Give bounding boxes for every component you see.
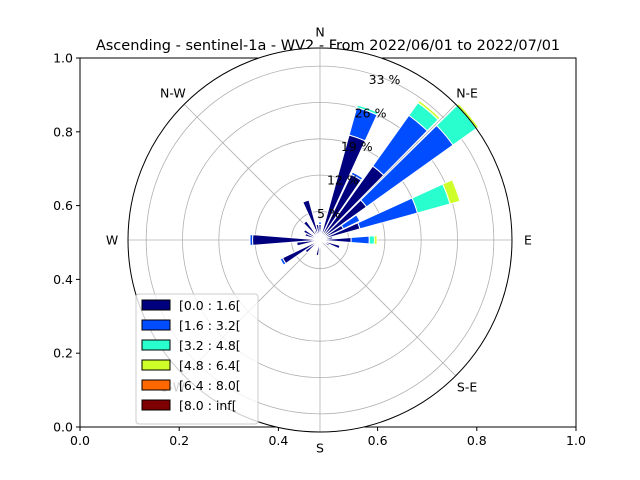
y-tick-label: 0.4 [53, 272, 73, 287]
chart-title: Ascending - sentinel-1a - WV2 - From 202… [96, 38, 560, 54]
bars [249, 99, 480, 266]
radial-tick-label: 26 % [355, 105, 387, 120]
bar-segment [317, 220, 323, 223]
x-tick-label: 0.0 [70, 433, 90, 448]
radial-tick-labels: 5 % 12 % 19 % 26 % 33 % [317, 72, 401, 221]
y-axis: 0.0 0.2 0.4 0.6 0.8 1.0 [53, 51, 80, 435]
y-tick-label: 0.2 [53, 346, 73, 361]
x-tick-label: 0.8 [467, 433, 487, 448]
legend-swatch [141, 399, 171, 411]
legend-swatch [141, 359, 171, 371]
bar-segment [373, 234, 378, 246]
legend-label: [4.8 : 6.4[ [179, 358, 241, 373]
legend-swatch [141, 299, 171, 311]
x-tick-label: 0.4 [268, 433, 288, 448]
direction-label: N [315, 25, 324, 40]
y-tick-label: 0.6 [53, 198, 73, 213]
y-tick-label: 0.0 [53, 420, 73, 435]
y-tick-label: 0.8 [53, 124, 73, 139]
legend-swatch [141, 339, 171, 351]
legend-label: [1.6 : 3.2[ [179, 318, 241, 333]
direction-label: S-E [457, 380, 477, 395]
bar-segment [319, 239, 331, 247]
bar-segment [249, 233, 254, 247]
bar-segment [368, 235, 375, 245]
bar-segment [302, 229, 321, 241]
bar-segment [315, 239, 321, 257]
radial-tick-label: 12 % [327, 173, 359, 188]
bar-segment [350, 171, 364, 181]
legend-swatch [141, 379, 171, 391]
radial-tick-label: 19 % [341, 139, 373, 154]
radial-tick-label: 5 % [317, 206, 341, 221]
direction-label: N-E [456, 85, 478, 100]
bar-segment [340, 214, 361, 230]
outer-axes: 0.0 0.2 0.4 0.6 0.8 1.0 0.0 0.2 0.4 0.6 0.8 1.0 [53, 51, 586, 449]
legend-label: [0.0 : 1.6[ [179, 298, 241, 313]
angular-grid-line [319, 239, 457, 377]
radial-tick-label: 33 % [369, 72, 401, 87]
bar-segment [315, 223, 321, 241]
bar-segment [356, 104, 379, 116]
bar-segment [302, 220, 321, 241]
legend: [0.0 : 1.6[ [1.6 : 3.2[ [3.2 : 4.8[ [4.8 : … [135, 293, 259, 425]
direction-label: W [106, 233, 118, 248]
bar-segment [279, 257, 287, 266]
x-axis: 0.0 0.2 0.4 0.6 0.8 1.0 [70, 427, 586, 448]
y-tick-label: 1.0 [53, 51, 73, 66]
direction-label: E [524, 233, 532, 248]
x-tick-label: 0.2 [169, 433, 189, 448]
angular-grid-line [183, 103, 321, 241]
x-tick-label: 1.0 [566, 433, 586, 448]
legend-swatch [141, 319, 171, 331]
bar-segment [302, 199, 321, 241]
legend-label: [3.2 : 4.8[ [179, 338, 241, 353]
bar-segment [319, 239, 326, 248]
direction-label: N-W [160, 85, 186, 100]
legend-label: [8.0 : inf[ [179, 398, 237, 413]
legend-label: [6.4 : 8.0[ [179, 378, 241, 393]
bar-segment [350, 235, 370, 245]
direction-label: S [316, 441, 324, 456]
bar-segment [417, 99, 441, 121]
bar-segment [451, 178, 462, 202]
x-tick-label: 0.6 [368, 433, 388, 448]
polar-outline [127, 47, 513, 433]
